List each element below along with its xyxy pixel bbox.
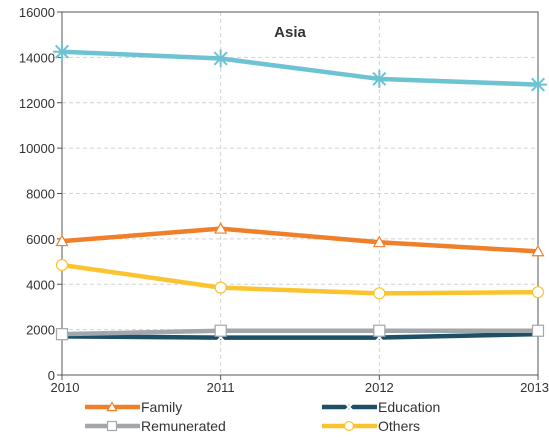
series-line [61, 331, 539, 340]
y-tick-label: 8000 [26, 187, 55, 202]
data-point [53, 42, 71, 61]
data-point [55, 258, 69, 272]
data-point [211, 49, 230, 68]
data-point [373, 324, 386, 337]
y-tick-label: 4000 [26, 277, 55, 292]
x-tick-label: 2013 [520, 380, 549, 395]
series-line [61, 262, 539, 296]
data-point [343, 401, 355, 413]
legend-label: Education [378, 399, 440, 415]
series-line [61, 226, 539, 254]
axes [57, 11, 539, 380]
data-point [531, 286, 545, 299]
y-tick-label: 10000 [19, 141, 55, 156]
data-point [531, 244, 545, 257]
y-tick-label: 14000 [19, 50, 55, 65]
legend: Family Education Remunerated Others [85, 399, 440, 434]
legend-item-remunerated: Remunerated [85, 418, 226, 434]
data-point [372, 235, 386, 248]
x-tick-label: 2012 [365, 380, 394, 395]
data-point [370, 69, 389, 88]
plot-frame [61, 11, 539, 376]
data-point [343, 420, 355, 432]
data-point [214, 324, 227, 337]
legend-label: Family [141, 399, 182, 415]
legend-item-family: Family [85, 399, 182, 415]
grid [62, 11, 538, 375]
legend-label: Others [378, 418, 420, 434]
x-axis-ticks: 2010 2011 2012 2013 [51, 380, 549, 395]
data-point [106, 420, 118, 432]
data-point [373, 287, 386, 300]
legend-item-education: Education [322, 399, 440, 415]
y-tick-label: 0 [48, 368, 55, 383]
series-line [61, 49, 539, 87]
data-point [214, 221, 228, 234]
series-family [55, 221, 545, 257]
y-axis-ticks: 0 2000 4000 6000 8000 10000 12000 14000 16000 [19, 5, 55, 383]
x-tick-label: 2011 [207, 380, 235, 395]
series-unnamed [53, 42, 547, 94]
series-others [55, 258, 545, 300]
data-point [529, 75, 547, 94]
chart-title: Asia [274, 24, 306, 41]
y-tick-label: 6000 [26, 232, 55, 247]
data-point [106, 401, 118, 412]
series-line [61, 328, 538, 337]
y-tick-label: 2000 [26, 323, 55, 338]
data-point [214, 281, 227, 294]
data-point [55, 328, 69, 341]
data-point [531, 324, 545, 337]
x-tick-label: 2010 [51, 380, 80, 395]
series-group [53, 42, 547, 344]
series-remunerated [55, 324, 545, 341]
data-point [55, 234, 69, 247]
legend-label: Remunerated [141, 418, 226, 434]
y-tick-label: 16000 [19, 5, 55, 20]
legend-item-others: Others [322, 418, 420, 434]
y-tick-label: 12000 [19, 96, 55, 111]
